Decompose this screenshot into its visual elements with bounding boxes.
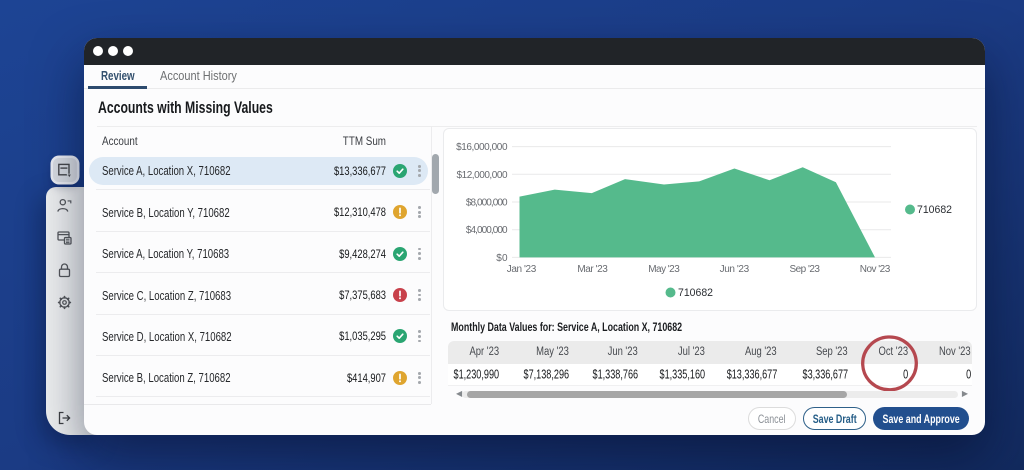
svg-text:Mar '23: Mar '23 xyxy=(577,264,608,275)
svg-text:Sep '23: Sep '23 xyxy=(789,264,820,275)
svg-text:$0: $0 xyxy=(496,253,508,264)
svg-text:Jun '23: Jun '23 xyxy=(720,264,750,275)
svg-text:May '23: May '23 xyxy=(648,264,680,275)
svg-text:710682: 710682 xyxy=(678,287,713,299)
svg-text:$16,000,000: $16,000,000 xyxy=(456,142,508,153)
svg-text:$12,000,000: $12,000,000 xyxy=(457,170,508,181)
svg-text:Nov '23: Nov '23 xyxy=(860,264,891,275)
svg-text:Jan '23: Jan '23 xyxy=(507,264,537,275)
svg-text:710682: 710682 xyxy=(917,204,952,216)
svg-text:$8,000,000: $8,000,000 xyxy=(466,198,508,209)
svg-text:$4,000,000: $4,000,000 xyxy=(466,225,508,236)
